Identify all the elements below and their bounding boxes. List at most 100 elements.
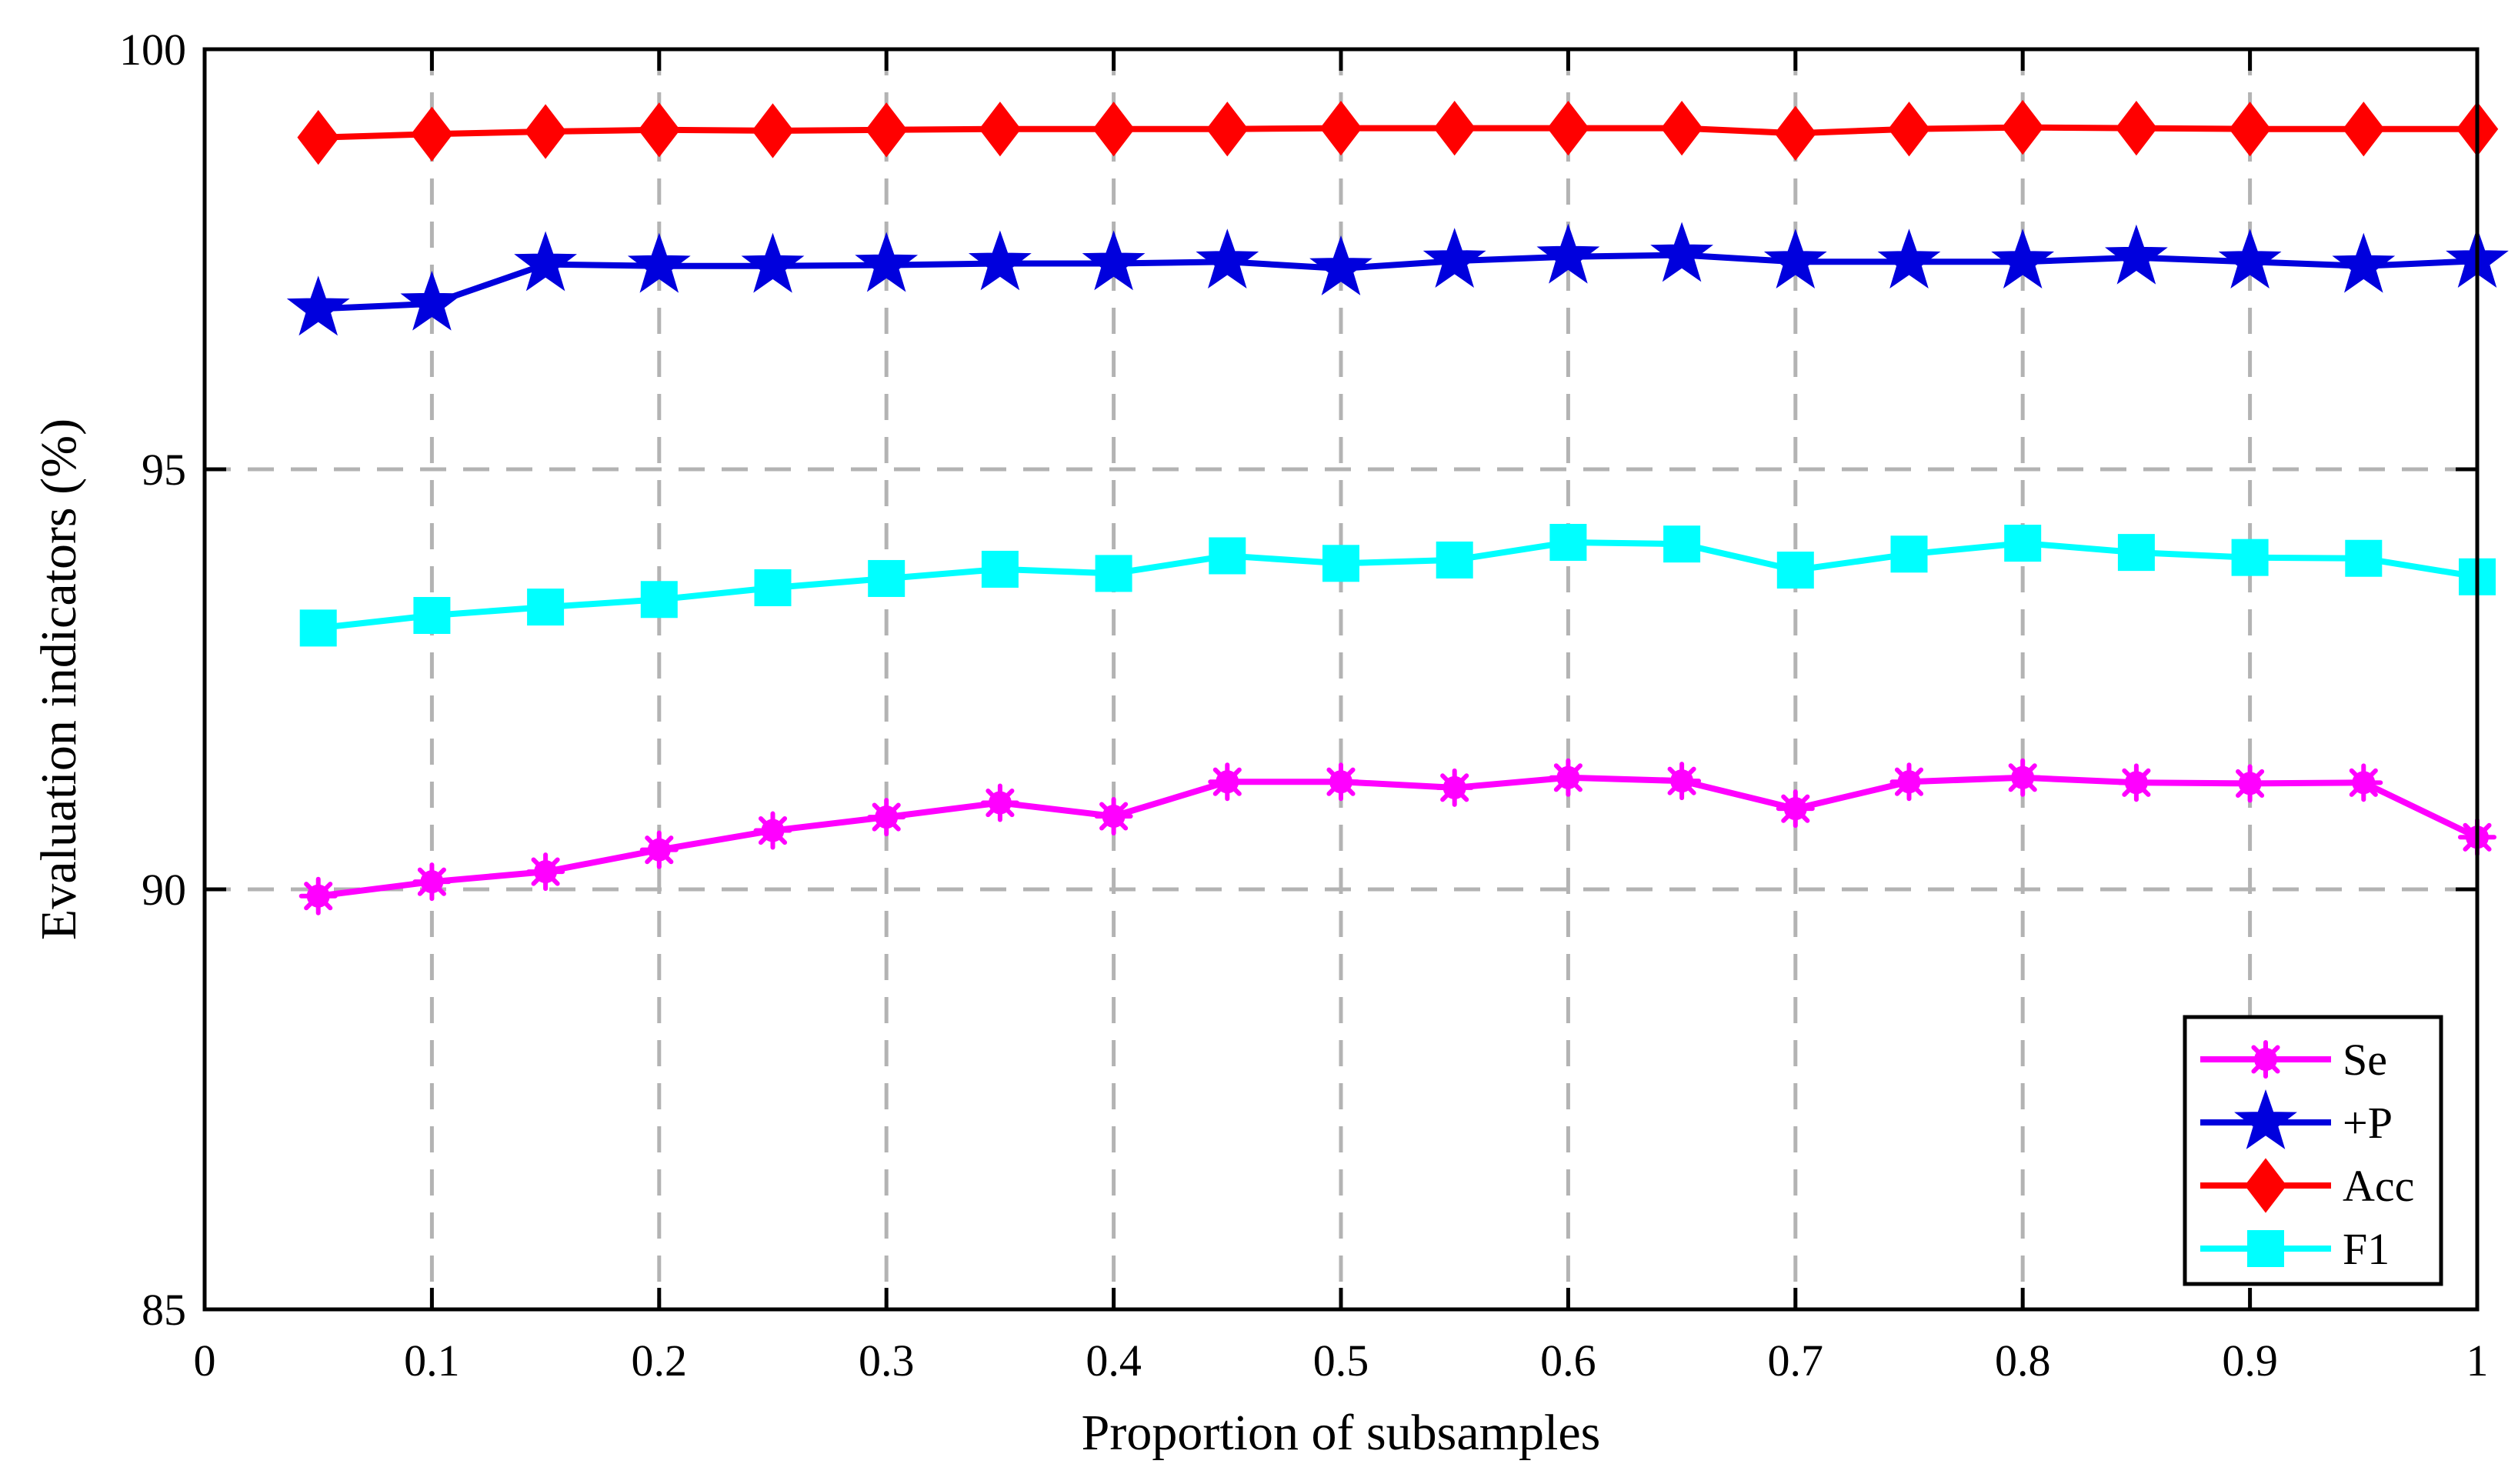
y-tick-label: 85: [142, 1285, 186, 1335]
data-point-f1: [981, 550, 1019, 588]
data-point-se-spoke: [1553, 763, 1583, 792]
data-point-se: [2344, 763, 2383, 802]
series-line-p: [318, 252, 2478, 312]
data-point-se-spoke: [645, 835, 674, 865]
series-f1: [299, 524, 2496, 647]
data-point-f1: [1322, 545, 1359, 582]
data-point-f1: [1776, 552, 1814, 589]
data-point-se: [1208, 762, 1247, 802]
data-point-se: [1322, 762, 1360, 802]
x-tick-label: 0.7: [1768, 1336, 1824, 1386]
x-tick-label: 0.8: [1995, 1336, 2051, 1386]
series-line-f1: [318, 539, 2478, 632]
data-point-f1: [2345, 539, 2383, 577]
data-point-p: [969, 230, 1032, 291]
data-point-acc: [1660, 101, 1703, 156]
legend-marker-se-spoke: [2251, 1045, 2280, 1074]
data-point-p: [1877, 228, 1941, 289]
data-point-f1: [413, 597, 451, 635]
data-point-se-spoke: [1326, 767, 1356, 796]
data-point-acc: [2229, 102, 2271, 157]
data-point-se-spoke: [417, 867, 446, 896]
data-point-p: [1763, 228, 1827, 289]
data-point-acc: [1433, 101, 1476, 156]
data-point-p: [1309, 235, 1372, 295]
data-point-p: [2332, 232, 2396, 293]
data-point-acc: [297, 110, 339, 165]
data-point-se-spoke: [2122, 768, 2151, 797]
legend-marker-p: [2234, 1089, 2297, 1149]
y-tick-label: 95: [142, 445, 186, 495]
data-point-acc: [1206, 102, 1249, 157]
data-point-se-spoke: [1099, 802, 1129, 831]
x-tick-label: 0.1: [404, 1336, 460, 1386]
data-point-p: [400, 270, 464, 331]
data-point-acc: [2115, 101, 2158, 156]
data-point-se: [1663, 762, 1702, 801]
data-point-acc: [979, 102, 1022, 157]
data-point-se-spoke: [1212, 767, 1242, 796]
data-point-acc: [1547, 101, 1589, 156]
data-point-se: [526, 852, 565, 892]
data-point-p: [1082, 230, 1146, 291]
data-point-f1: [2004, 525, 2042, 562]
axis-layer: 0 0.1 0.2 0.3 0.4 0.5 0.6 0.7 0.8 0.9 1 85 90 95 100: [119, 25, 2489, 1386]
data-point-se: [980, 783, 1019, 822]
series-acc: [297, 99, 2499, 165]
y-axis-title: Evaluation indicators (%): [31, 419, 87, 940]
x-axis-title: Proportion of subsamples: [1082, 1405, 1601, 1461]
data-point-f1: [1436, 541, 1473, 579]
legend-label-f1: F1: [2343, 1224, 2390, 1274]
grid-layer: [205, 49, 2477, 1309]
y-tick-label: 100: [119, 25, 186, 75]
legend-marker-se: [2246, 1040, 2285, 1079]
data-point-se: [2116, 763, 2156, 802]
x-tick-label: 0.9: [2222, 1336, 2278, 1386]
data-point-p: [514, 231, 577, 292]
data-point-se: [2003, 758, 2043, 797]
data-point-p: [2218, 228, 2282, 289]
legend-marker-f1: [2247, 1230, 2284, 1267]
data-point-acc: [1092, 102, 1135, 157]
data-point-se: [1889, 762, 1929, 802]
data-point-acc: [411, 106, 453, 162]
series-se: [298, 758, 2496, 915]
legend-label-se: Se: [2343, 1035, 2387, 1085]
data-point-p: [741, 232, 805, 293]
data-point-se-spoke: [758, 816, 788, 845]
data-point-f1: [2117, 534, 2155, 572]
series-p: [286, 222, 2509, 336]
data-point-acc: [638, 102, 681, 158]
data-point-f1: [754, 569, 792, 606]
x-tick-label: 0.3: [859, 1336, 915, 1386]
data-point-acc: [524, 104, 567, 159]
data-point-p: [855, 232, 919, 292]
legend-marker-acc: [2244, 1158, 2287, 1213]
data-point-f1: [1209, 537, 1246, 575]
data-point-acc: [1319, 101, 1362, 156]
data-point-se-spoke: [1667, 766, 1696, 795]
data-point-se-spoke: [986, 788, 1015, 818]
data-point-se-spoke: [531, 857, 560, 886]
data-point-se-spoke: [2008, 763, 2037, 792]
data-point-p: [286, 275, 350, 336]
x-tick-label: 0: [194, 1336, 216, 1386]
data-point-acc: [752, 103, 794, 158]
data-point-acc: [1774, 105, 1817, 161]
x-tick-label: 0.2: [632, 1336, 688, 1386]
data-point-p: [2105, 224, 2168, 285]
data-point-acc: [1888, 102, 1930, 157]
data-point-f1: [299, 609, 337, 647]
data-point-se: [1549, 758, 1588, 797]
data-point-f1: [1890, 535, 1928, 573]
data-point-f1: [640, 581, 678, 619]
data-point-se: [298, 876, 338, 915]
data-point-se-spoke: [2349, 768, 2378, 797]
data-point-se-spoke: [1440, 773, 1469, 802]
data-point-p: [1991, 228, 2055, 289]
legend-label-acc: Acc: [2343, 1161, 2414, 1211]
legend-label-p: +P: [2343, 1098, 2393, 1148]
data-point-se-spoke: [1894, 767, 1924, 796]
data-point-f1: [868, 559, 905, 597]
